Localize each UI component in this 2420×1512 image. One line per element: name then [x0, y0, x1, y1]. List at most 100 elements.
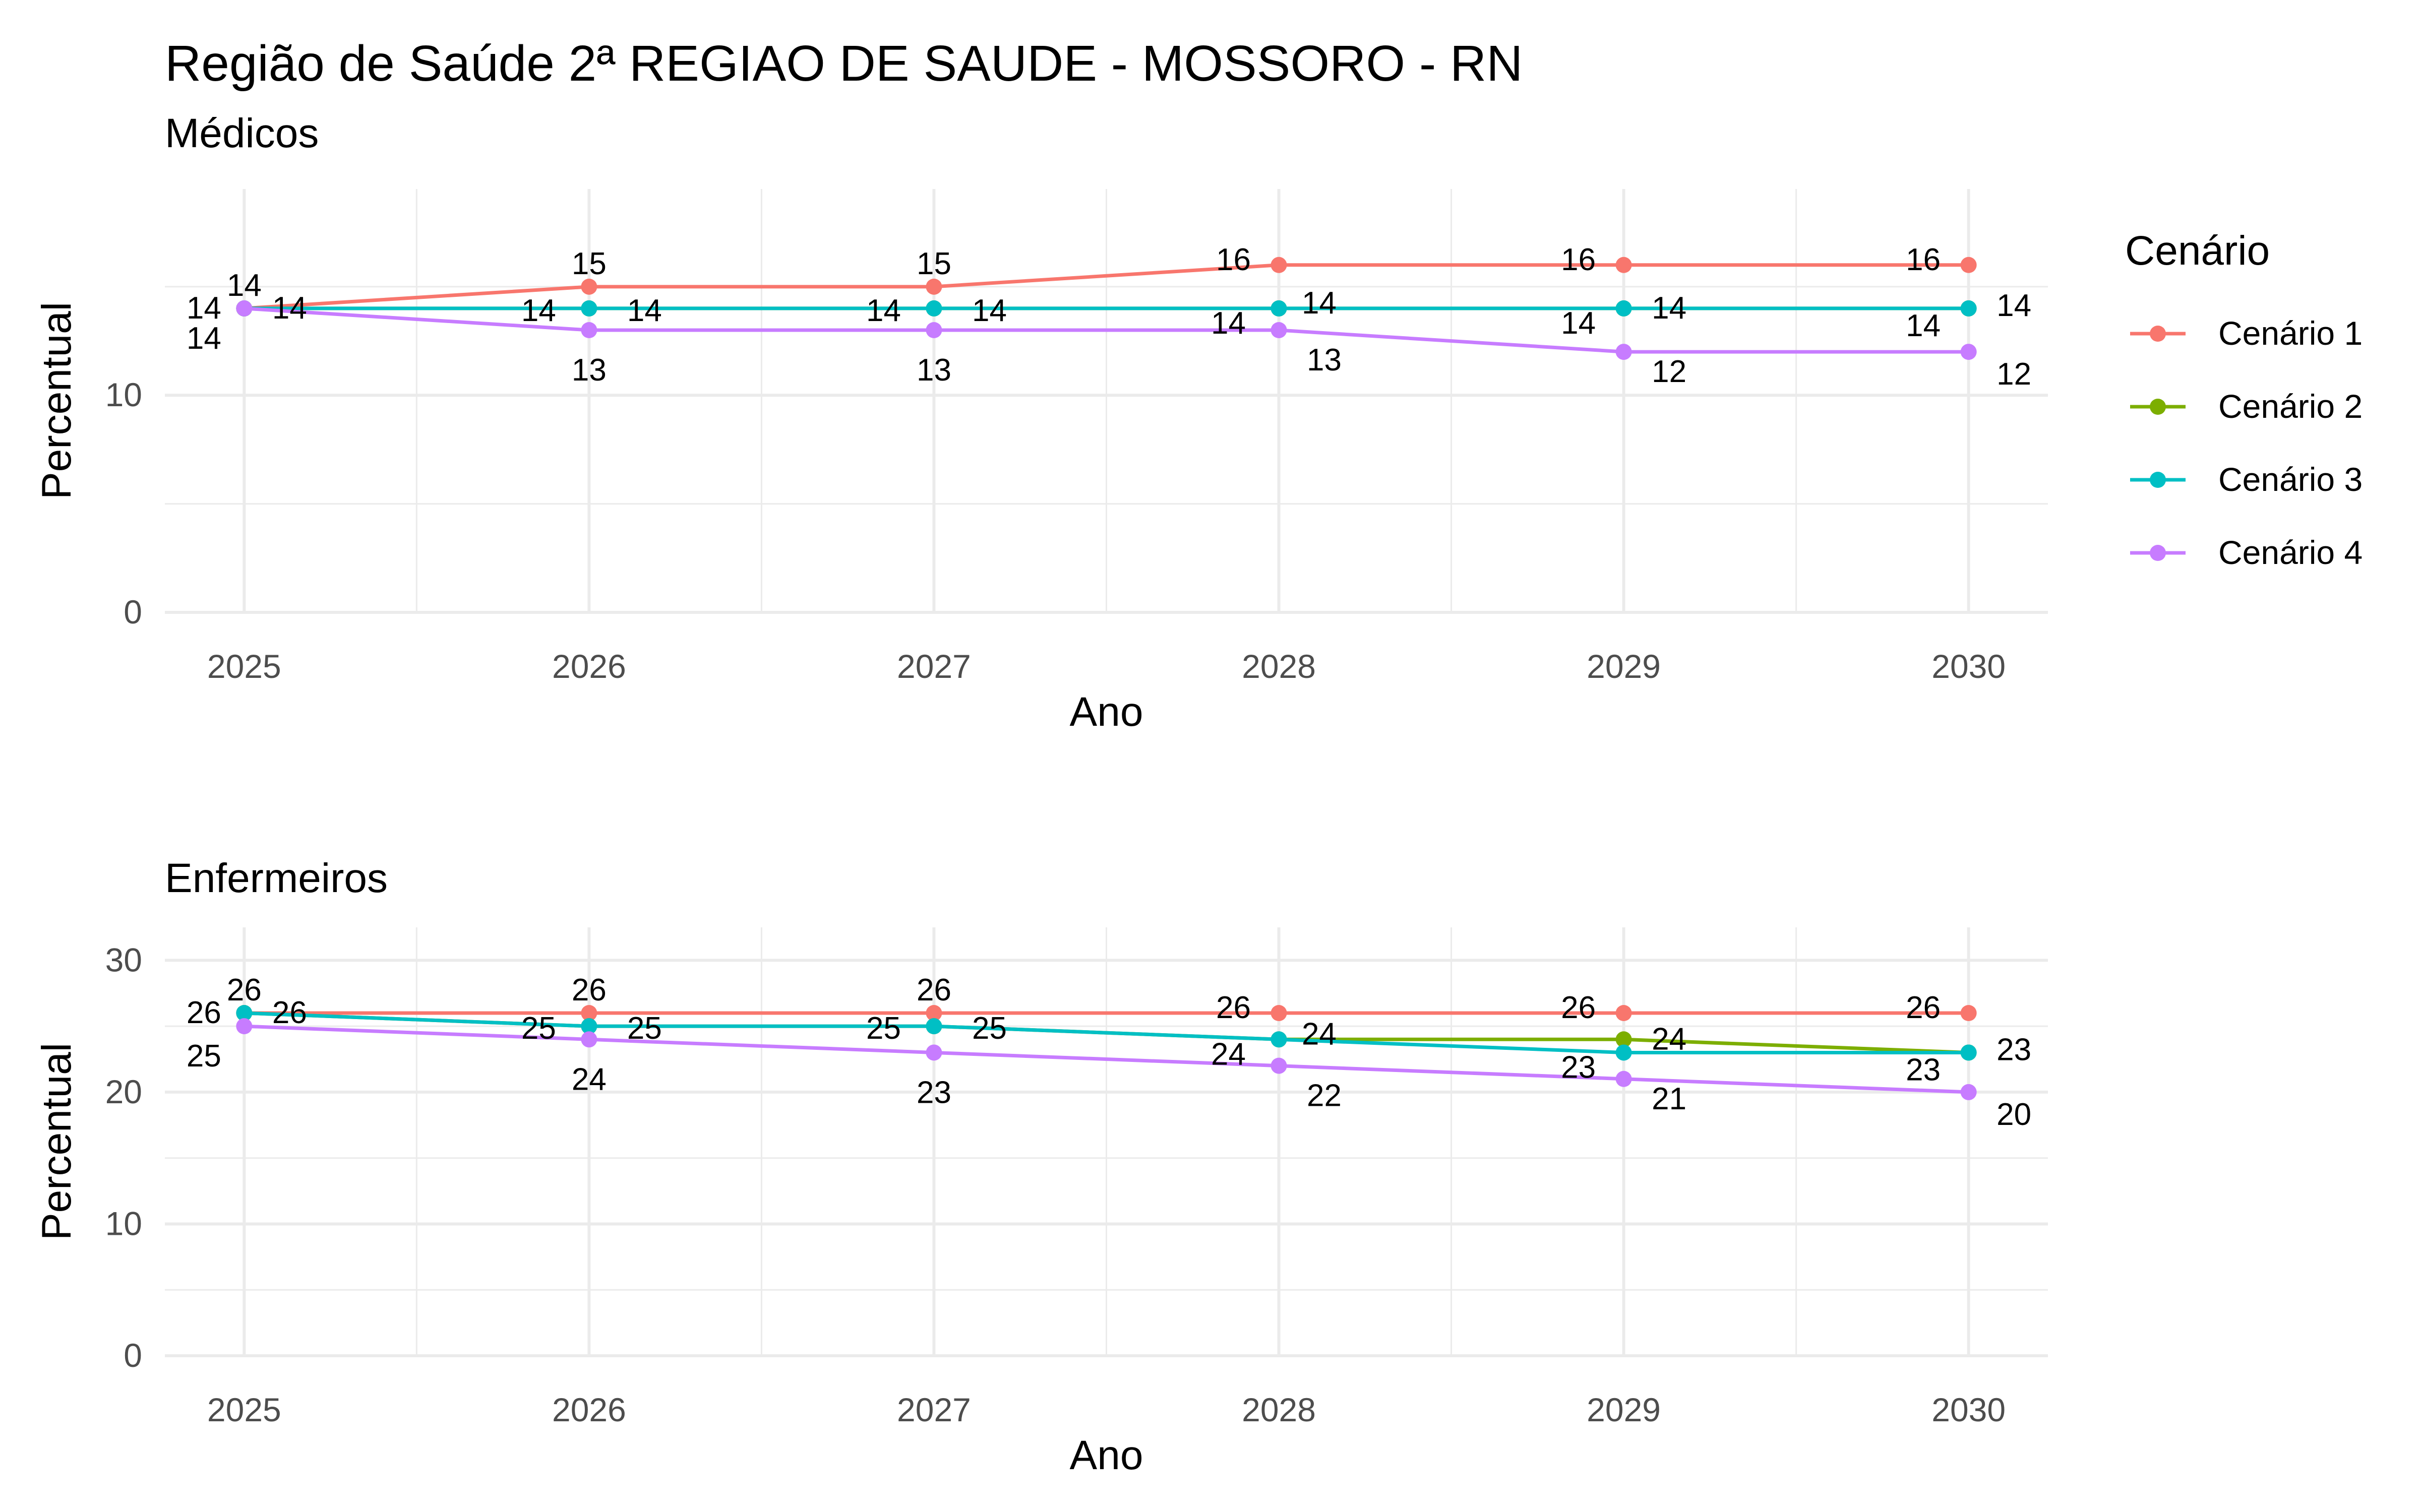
- data-label: 12: [1996, 357, 2031, 392]
- data-label: 22: [1307, 1079, 1342, 1113]
- data-point: [1270, 1031, 1287, 1048]
- panel-subtitle: Médicos: [165, 110, 319, 156]
- legend-label: Cenário 2: [2218, 388, 2363, 425]
- series-4: [236, 1018, 1977, 1100]
- data-point: [1615, 1044, 1632, 1061]
- x-tick-label: 2029: [1587, 1391, 1661, 1428]
- data-point: [236, 300, 253, 317]
- data-point: [581, 1031, 597, 1048]
- data-label: 25: [972, 1011, 1007, 1046]
- data-label: 25: [521, 1011, 556, 1046]
- data-point: [1960, 1084, 1977, 1100]
- chart-title: Região de Saúde 2ª REGIAO DE SAUDE - MOS…: [165, 35, 1523, 92]
- data-label: 14: [227, 268, 262, 303]
- series-line: [244, 263, 1969, 310]
- data-point: [1615, 1005, 1632, 1021]
- legend-label: Cenário 3: [2218, 461, 2363, 498]
- data-label: 14: [1302, 286, 1337, 321]
- data-label: 26: [187, 995, 221, 1030]
- x-tick-label: 2029: [1587, 648, 1661, 685]
- x-tick-label: 2030: [1931, 1391, 2006, 1428]
- series-line: [244, 1024, 1969, 1094]
- data-point: [1270, 257, 1287, 273]
- data-point: [1270, 322, 1287, 338]
- data-label: 16: [1906, 242, 1941, 277]
- data-point: [236, 1005, 253, 1021]
- x-tick-label: 2027: [897, 648, 971, 685]
- data-label: 14: [1211, 306, 1246, 341]
- data-point: [926, 1005, 942, 1021]
- data-label: 23: [917, 1075, 951, 1110]
- legend-item: Cenário 2: [2130, 388, 2363, 425]
- data-label: 14: [1652, 291, 1686, 326]
- series-3: [236, 1005, 1977, 1061]
- data-label: 16: [1561, 242, 1596, 277]
- x-tick-label: 2028: [1242, 1391, 1316, 1428]
- data-label: 13: [917, 353, 951, 388]
- data-point: [926, 1018, 942, 1035]
- data-label: 16: [1216, 242, 1251, 277]
- data-point: [926, 322, 942, 338]
- data-label: 23: [1996, 1032, 2031, 1067]
- data-point: [926, 1044, 942, 1061]
- data-label: 26: [1906, 990, 1941, 1025]
- data-label: 14: [1996, 288, 2031, 323]
- legend-item: Cenário 3: [2130, 461, 2363, 498]
- series-line: [244, 1011, 1969, 1054]
- x-axis-title: Ano: [1070, 1432, 1143, 1478]
- panel-subtitle: Enfermeiros: [165, 855, 388, 901]
- legend-item: Cenário 1: [2130, 314, 2363, 352]
- data-label: 23: [1906, 1052, 1941, 1087]
- data-point: [581, 278, 597, 295]
- y-axis-title: Percentual: [34, 302, 80, 499]
- data-point: [236, 1018, 253, 1035]
- x-tick-label: 2026: [552, 1391, 626, 1428]
- data-label: 14: [187, 291, 221, 326]
- y-tick-label: 20: [105, 1073, 142, 1110]
- data-point: [581, 1005, 597, 1021]
- data-label: 25: [187, 1039, 221, 1074]
- y-tick-label: 0: [124, 593, 142, 631]
- legend-label: Cenário 4: [2218, 534, 2363, 571]
- data-label: 26: [572, 973, 607, 1007]
- legend: Cenário Cenário 1 Cenário 2 Cenário 3 Cenár…: [2125, 228, 2363, 571]
- data-point: [581, 322, 597, 338]
- data-label: 25: [866, 1011, 901, 1046]
- legend-title: Cenário: [2125, 228, 2270, 274]
- data-point: [1615, 257, 1632, 273]
- data-point: [1960, 300, 1977, 317]
- legend-label: Cenário 1: [2218, 314, 2363, 352]
- data-label: 25: [627, 1011, 662, 1046]
- data-label: 14: [187, 321, 221, 356]
- series-line: [244, 306, 1969, 354]
- x-tick-label: 2025: [207, 1391, 281, 1428]
- data-point: [1615, 344, 1632, 360]
- x-tick-label: 2028: [1242, 648, 1316, 685]
- data-label: 26: [1561, 990, 1596, 1025]
- data-label: 24: [1211, 1037, 1246, 1072]
- series-4: [236, 300, 1977, 360]
- data-label: 21: [1652, 1082, 1686, 1116]
- data-label: 14: [1906, 308, 1941, 343]
- data-label: 13: [572, 353, 607, 388]
- data-point: [1615, 1031, 1632, 1048]
- data-point: [581, 300, 597, 317]
- data-point: [1960, 1044, 1977, 1061]
- data-point: [1270, 1005, 1287, 1021]
- y-tick-label: 10: [105, 1205, 142, 1242]
- data-label: 13: [1307, 343, 1342, 377]
- data-label: 26: [1216, 990, 1251, 1025]
- legend-key-point: [2150, 326, 2166, 342]
- data-point: [581, 1018, 597, 1035]
- data-label: 20: [1996, 1097, 2031, 1132]
- data-label: 14: [866, 293, 901, 328]
- data-point: [926, 278, 942, 295]
- x-tick-label: 2025: [207, 648, 281, 685]
- legend-key-point: [2150, 472, 2166, 488]
- data-label: 26: [227, 973, 262, 1007]
- data-point: [1960, 1005, 1977, 1021]
- data-point: [1615, 300, 1632, 317]
- data-label: 14: [272, 291, 307, 326]
- data-label: 24: [1302, 1017, 1337, 1051]
